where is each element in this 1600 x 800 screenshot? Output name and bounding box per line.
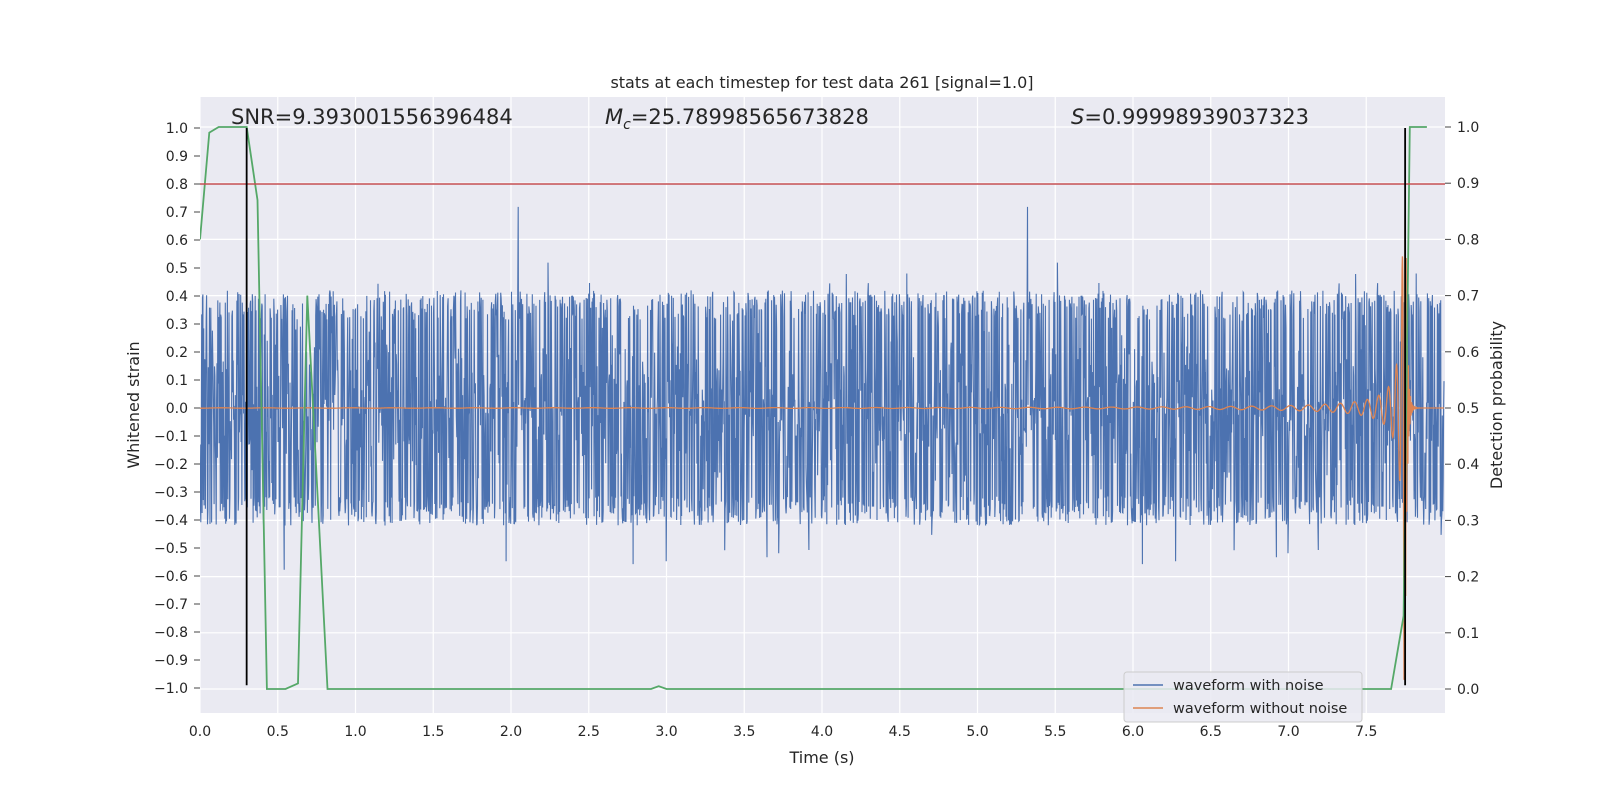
chirp-mass-annotation: Mc=25.78998565673828 — [605, 105, 869, 133]
y-tick-label: 1.0 — [166, 121, 188, 137]
y-right-tick-label: 0.3 — [1457, 513, 1479, 529]
y-tick-label: −0.8 — [154, 625, 188, 641]
y-tick-label: −0.7 — [154, 597, 188, 613]
legend-label-noise: waveform with noise — [1173, 678, 1324, 694]
series-waveform-without-noise — [200, 206, 1444, 681]
y-right-tick-label: 0.8 — [1457, 232, 1479, 248]
y-tick-label: 0.7 — [166, 205, 188, 221]
x-tick-label: 6.5 — [1200, 724, 1222, 740]
y-tick-label: 0.2 — [166, 345, 188, 361]
y-right-tick-label: 1.0 — [1457, 120, 1479, 136]
y-axis-label-right: Detection probability — [1487, 321, 1506, 489]
x-tick-label: 7.5 — [1355, 724, 1377, 740]
x-tick-label: 2.5 — [578, 724, 600, 740]
y-axis-label: Whitened strain — [124, 341, 143, 468]
y-tick-label: 0.9 — [166, 149, 188, 165]
y-tick-label: 0.3 — [166, 317, 188, 333]
series-waveform-with-noise — [200, 206, 1445, 570]
y-axis-right: 1.0 0.9 0.8 0.7 0.6 0.5 0.4 0.3 0.2 0.1 0.0 — [1445, 120, 1479, 698]
x-tick-label: 6.0 — [1122, 724, 1144, 740]
y-tick-label: −0.6 — [154, 569, 188, 585]
y-tick-label: −1.0 — [154, 681, 188, 697]
y-tick-label: 0.1 — [166, 373, 188, 389]
y-right-tick-label: 0.6 — [1457, 345, 1479, 361]
y-axis-left: 1.0 0.9 0.8 0.7 0.6 0.5 0.4 0.3 0.2 0.1 0.0 −0.1 −0.… — [154, 121, 200, 697]
x-tick-label: 4.5 — [889, 724, 911, 740]
y-tick-label: −0.4 — [154, 513, 188, 529]
x-tick-label: 5.0 — [966, 724, 988, 740]
snr-annotation: SNR=9.393001556396484 — [231, 105, 513, 129]
y-right-tick-label: 0.7 — [1457, 289, 1479, 305]
y-right-tick-label: 0.4 — [1457, 457, 1479, 473]
x-axis: 0.0 0.5 1.0 1.5 2.0 2.5 3.0 3.5 4.0 4.5 5.0 5.5 6.0 6… — [189, 724, 1378, 740]
x-tick-label: 2.0 — [500, 724, 522, 740]
y-tick-label: 0.0 — [166, 401, 188, 417]
x-tick-label: 7.0 — [1277, 724, 1299, 740]
y-right-tick-label: 0.0 — [1457, 682, 1479, 698]
x-tick-label: 0.5 — [267, 724, 289, 740]
x-tick-label: 0.0 — [189, 724, 211, 740]
y-tick-label: −0.1 — [154, 429, 188, 445]
x-tick-label: 5.5 — [1044, 724, 1066, 740]
legend-box — [1123, 671, 1363, 723]
y-right-tick-label: 0.9 — [1457, 176, 1479, 192]
y-tick-label: 0.4 — [166, 289, 188, 305]
y-tick-label: 0.5 — [166, 261, 188, 277]
series-detection-probability — [200, 126, 1427, 690]
y-tick-label: 0.6 — [166, 233, 188, 249]
x-tick-label: 3.5 — [733, 724, 755, 740]
y-right-tick-label: 0.1 — [1457, 626, 1479, 642]
y-tick-label: −0.3 — [154, 485, 188, 501]
y-tick-label: −0.2 — [154, 457, 188, 473]
plot-area — [200, 126, 1445, 690]
legend-label-clean: waveform without noise — [1173, 701, 1347, 717]
chart-title: stats at each timestep for test data 261… — [610, 73, 1033, 92]
y-tick-label: −0.5 — [154, 541, 188, 557]
x-tick-label: 4.0 — [811, 724, 833, 740]
x-tick-label: 3.0 — [655, 724, 677, 740]
score-annotation: S=0.99998939037323 — [1071, 105, 1309, 129]
y-tick-label: −0.9 — [154, 653, 188, 669]
y-right-tick-label: 0.2 — [1457, 570, 1479, 586]
y-right-tick-label: 0.5 — [1457, 401, 1479, 417]
y-tick-label: 0.8 — [166, 177, 188, 193]
x-tick-label: 1.5 — [422, 724, 444, 740]
x-tick-label: 1.0 — [344, 724, 366, 740]
legend: waveform with noise waveform without noi… — [1123, 671, 1363, 723]
x-axis-label: Time (s) — [788, 748, 854, 767]
